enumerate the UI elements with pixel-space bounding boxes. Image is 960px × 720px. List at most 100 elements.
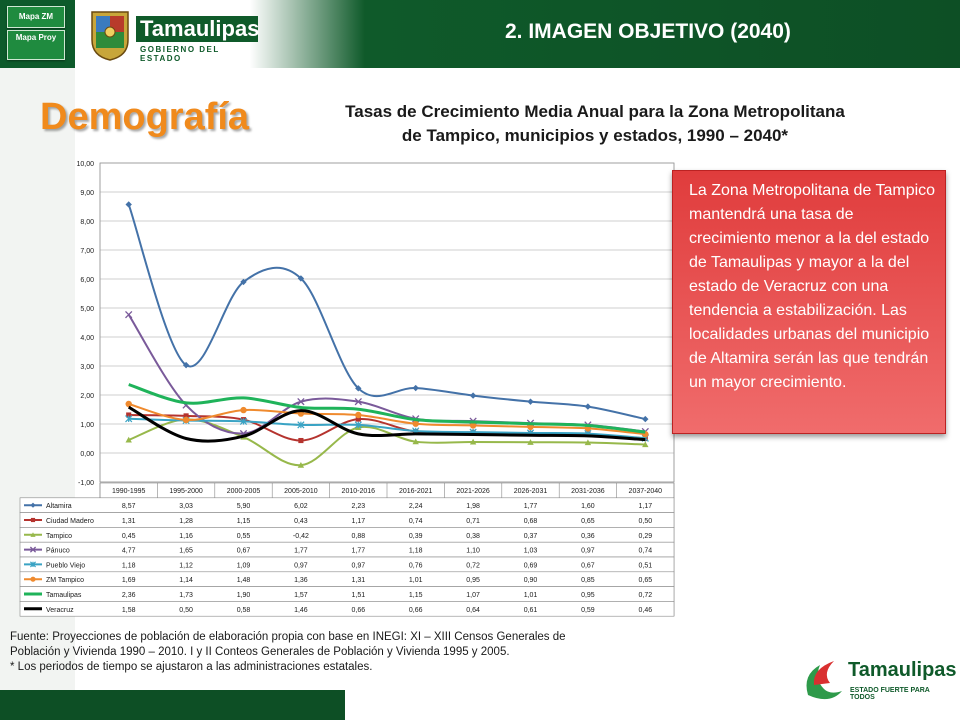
table-row — [19, 601, 675, 617]
data-label-altamira: 1,60 — [581, 503, 595, 510]
data-label-pueblo-viejo: 0,97 — [294, 562, 308, 569]
data-label-tamaulipas: 0,72 — [638, 592, 652, 599]
mapa-zm-button[interactable]: Mapa ZM — [7, 6, 65, 28]
table-row — [19, 556, 675, 573]
legend-marker-tampico — [30, 532, 36, 537]
logo-subtitle: GOBIERNO DEL ESTADO — [140, 45, 220, 63]
data-label-altamira: 2,23 — [351, 503, 365, 510]
data-point-zm-tampico — [125, 400, 132, 408]
source-line1: Fuente: Proyecciones de población de ela… — [10, 631, 566, 643]
data-point-pueblo-viejo — [297, 421, 305, 429]
legend-label-tamaulipas: Tamaulipas — [46, 592, 82, 599]
data-label-tampico: 0,29 — [638, 533, 652, 540]
data-point-zm-tampico — [527, 423, 534, 431]
data-point-ciudad-madero — [298, 437, 304, 444]
data-point-zm-tampico — [240, 406, 247, 414]
data-label-zm-tampico: 1,01 — [409, 577, 423, 584]
y-tick-label: 6,00 — [80, 277, 94, 284]
data-point-tampico — [469, 438, 477, 445]
data-label-tampico: 1,16 — [179, 533, 193, 540]
tamaulipas-swoosh-icon — [806, 661, 842, 700]
data-label-zm-tampico: 0,85 — [581, 577, 595, 584]
government-logo: Tamaulipas GOBIERNO DEL ESTADO — [88, 8, 259, 63]
source-line3: * Los periodos de tiempo se ajustaron a … — [10, 661, 373, 673]
data-label-ciudad-madero: 0,68 — [524, 518, 538, 525]
data-label-altamira: 3,03 — [179, 503, 193, 510]
data-point-zm-tampico — [355, 411, 362, 419]
data-label-tamaulipas: 2,36 — [122, 592, 136, 599]
data-point-p-nuco — [125, 311, 133, 319]
data-label-pueblo-viejo: 0,67 — [581, 562, 595, 569]
table-row — [19, 527, 675, 543]
source-note: Fuente: Proyecciones de población de ela… — [10, 630, 670, 675]
y-tick-label: 5,00 — [80, 306, 94, 313]
legend-label-zm-tampico: ZM Tampico — [46, 577, 84, 584]
data-point-altamira — [527, 398, 534, 405]
legend-label-p-nuco: Pánuco — [46, 548, 70, 555]
data-label-p-nuco: 1,10 — [466, 548, 480, 555]
data-label-tampico: 0,36 — [581, 533, 595, 540]
data-point-zm-tampico — [469, 422, 477, 429]
data-label-tamaulipas: 1,15 — [409, 592, 423, 599]
data-label-tamaulipas: 1,51 — [351, 592, 365, 599]
chart-title-line1: Tasas de Crecimiento Media Anual para la… — [345, 102, 845, 121]
data-label-zm-tampico: 0,65 — [638, 577, 652, 584]
data-label-ciudad-madero: 1,17 — [351, 518, 365, 525]
data-label-veracruz: 0,58 — [237, 607, 251, 614]
data-label-tamaulipas: 1,90 — [237, 592, 251, 599]
y-tick-label: 10,00 — [76, 161, 94, 168]
data-point-tampico — [125, 436, 132, 443]
chart-title-line2: de Tampico, municipios y estados, 1990 –… — [401, 126, 789, 145]
data-label-ciudad-madero: 0,65 — [581, 518, 595, 525]
data-label-tamaulipas: 0,95 — [581, 592, 595, 599]
footer-logo-subtitle: ESTADO FUERTE PARA TODOS — [850, 687, 930, 701]
data-label-tamaulipas: 1,01 — [524, 592, 538, 599]
legend-marker-pueblo-viejo — [29, 561, 37, 568]
legend-marker-ciudad-madero — [30, 517, 36, 523]
data-label-tampico: 0,45 — [122, 533, 136, 540]
data-point-altamira — [412, 384, 419, 392]
y-tick-label: 4,00 — [80, 335, 94, 342]
callout-box: La Zona Metropolitana de Tampico mantend… — [672, 170, 946, 434]
bottom-strip — [0, 690, 345, 720]
data-point-ciudad-madero — [183, 413, 189, 419]
data-label-tampico: -0,42 — [293, 533, 309, 540]
data-label-pueblo-viejo: 1,12 — [179, 562, 193, 569]
x-category-label: 2005-2010 — [284, 488, 318, 495]
data-point-tampico — [642, 441, 649, 448]
mapa-proy-button[interactable]: Mapa Proy — [7, 30, 65, 60]
data-label-pueblo-viejo: 1,09 — [237, 562, 251, 569]
legend-label-ciudad-madero: Ciudad Madero — [46, 518, 94, 525]
legend-marker-zm-tampico — [30, 576, 36, 582]
data-point-ciudad-madero — [355, 416, 361, 422]
page-header-title: 2. IMAGEN OBJETIVO (2040) — [505, 20, 791, 43]
data-label-pueblo-viejo: 0,72 — [466, 562, 480, 569]
data-label-tampico: 0,39 — [409, 533, 423, 540]
data-label-zm-tampico: 1,31 — [351, 577, 365, 584]
data-point-zm-tampico — [182, 416, 190, 424]
data-label-p-nuco: 0,97 — [581, 548, 595, 555]
data-point-ciudad-madero — [126, 412, 132, 418]
data-point-tampico — [412, 438, 419, 445]
y-tick-label: 1,00 — [80, 422, 94, 429]
data-label-ciudad-madero: 0,74 — [409, 518, 423, 525]
series-line-zm-tampico — [128, 403, 646, 436]
y-tick-label: 3,00 — [80, 364, 94, 371]
data-label-tampico: 0,88 — [351, 533, 365, 540]
data-label-tamaulipas: 1,73 — [179, 592, 193, 599]
y-tick-label: 2,00 — [80, 393, 94, 400]
data-label-pueblo-viejo: 0,69 — [524, 562, 538, 569]
data-point-zm-tampico — [412, 420, 419, 427]
state-shield-icon — [91, 11, 129, 61]
table-row — [19, 586, 675, 602]
data-label-ciudad-madero: 0,71 — [466, 518, 480, 525]
x-category-label: 2010-2016 — [342, 488, 376, 495]
y-tick-label: -1,00 — [78, 480, 94, 487]
data-label-pueblo-viejo: 0,51 — [638, 562, 652, 569]
table-row — [19, 497, 675, 513]
data-label-zm-tampico: 1,48 — [237, 577, 251, 584]
data-label-p-nuco: 0,67 — [237, 548, 251, 555]
data-label-altamira: 8,57 — [122, 503, 136, 510]
data-label-veracruz: 1,58 — [122, 607, 136, 614]
data-label-veracruz: 0,59 — [581, 607, 595, 614]
